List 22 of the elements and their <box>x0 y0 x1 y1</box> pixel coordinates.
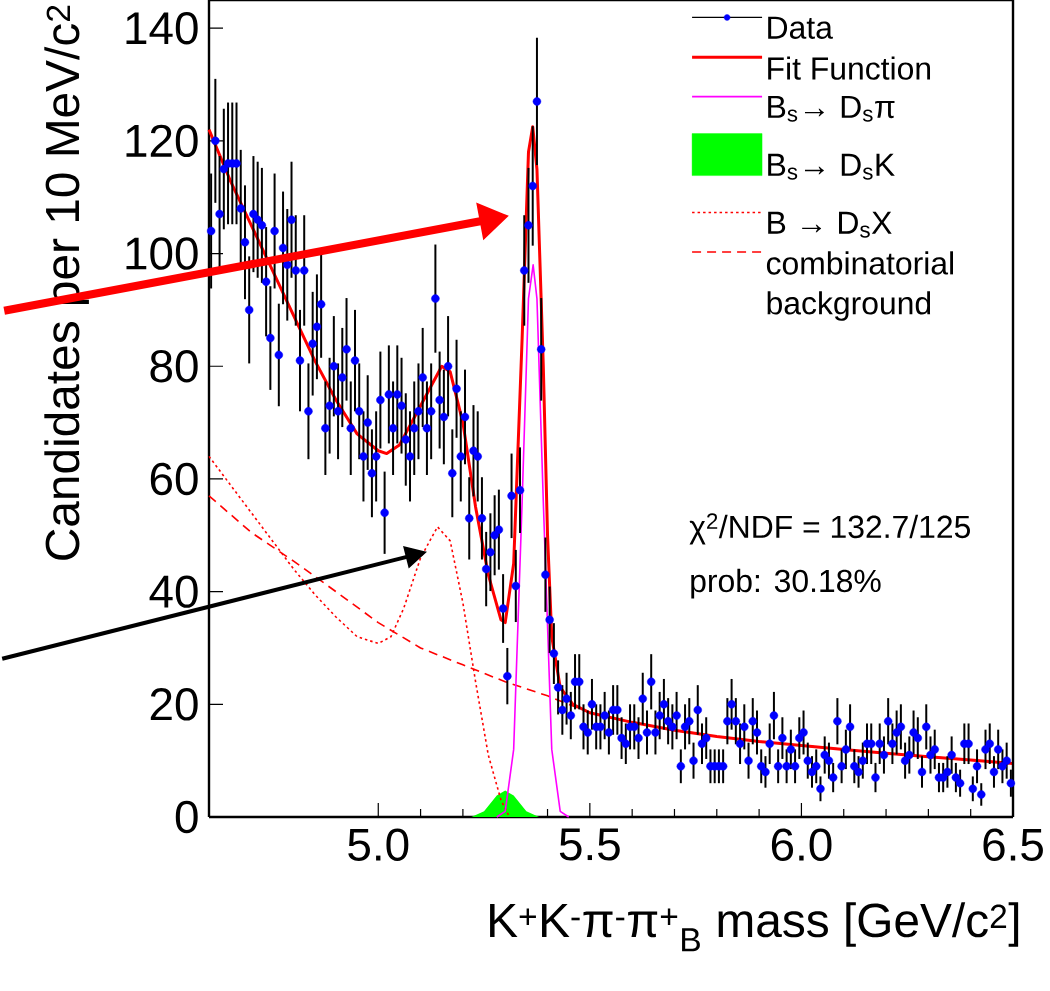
x-tick-label: 6.5 <box>983 828 1043 861</box>
legend-label: Fit Function <box>768 56 931 80</box>
legend-label: Data <box>768 16 833 39</box>
x-tick-label: 5.0 <box>348 828 409 861</box>
annotation: prob: 30.18% <box>691 568 881 599</box>
x-tick-label: 6.0 <box>771 828 832 861</box>
annotation: χ$^{2}$/NDF = 132.7/125 <box>689 513 970 545</box>
legend-label: B → D$_{s}$X <box>768 211 892 238</box>
legend-label: B$_{s}$→ D$_{s}$π <box>768 95 895 122</box>
text: K$^{+}$K$^{-}$π$^{-}$π$^{+}$$_{B}$ mass [GeV/c$^{2}$] <box>490 902 1019 952</box>
y-tick-label: 100 <box>126 237 198 270</box>
y-tick-label: 20 <box>150 688 198 721</box>
y-tick-label: 120 <box>126 124 198 158</box>
y-tick-label: 0 <box>175 800 198 834</box>
y-tick-label: 80 <box>150 350 198 383</box>
y-tick-label: 40 <box>149 575 198 608</box>
line-series <box>495 264 570 818</box>
x-tick-label: 5.5 <box>559 828 620 861</box>
legend-label: combinatorial background <box>766 251 953 321</box>
y-tick-label: 60 <box>150 462 198 496</box>
legend-label: B$_{s}$→ D$_{s}$K <box>768 153 895 180</box>
y-tick-label: 140 <box>126 11 198 45</box>
